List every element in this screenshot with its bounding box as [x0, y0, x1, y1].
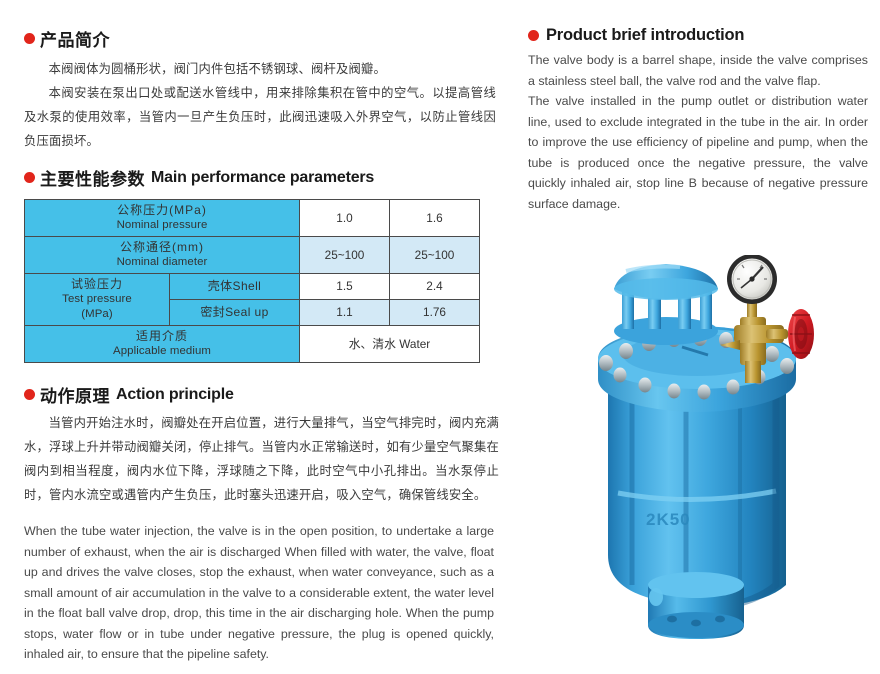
specs-heading-en: Main performance parameters: [151, 168, 375, 186]
red-bullet-icon: [24, 172, 35, 183]
label-cn: 公称通径(mm): [120, 240, 204, 254]
action-principle-paragraph-en: When the tube water injection, the valve…: [24, 524, 494, 661]
valve-bottom-flange: [648, 572, 744, 639]
label-seal: 密封Seal up: [200, 305, 269, 319]
action-principle-paragraph-cn: 当管内开始注水时，阀瓣处在开启位置，进行大量排气，当空气排完时，阀内充满水，浮球…: [24, 416, 499, 502]
cell-seal-v2: 1.76: [389, 299, 480, 326]
table-row: 公称通径(mm) Nominal diameter 25~100 25~100: [24, 236, 480, 274]
label-en: Nominal diameter: [116, 256, 208, 268]
valve-illustration: 2K50: [598, 255, 814, 639]
right-column: Product brief introduction The valve bod…: [528, 26, 868, 214]
label-unit: (MPa): [81, 308, 113, 320]
cell-shell-label: 壳体Shell: [169, 273, 300, 300]
label-cn: 试验压力: [70, 277, 123, 291]
pressure-gauge-assembly: [720, 255, 814, 383]
cell-nominal-diameter-v1: 25~100: [299, 236, 390, 274]
cell-shell-v2: 2.4: [389, 273, 480, 300]
cell-seal-v1: 1.1: [299, 299, 390, 326]
label-cn: 公称压力(MPa): [117, 203, 207, 217]
cell-applicable-medium-label: 适用介质 Applicable medium: [24, 325, 300, 363]
cell-seal-label: 密封Seal up: [169, 299, 300, 326]
label-cn: 适用介质: [135, 329, 188, 343]
cell-applicable-medium-value: 水、清水 Water: [299, 325, 480, 363]
product-brief-introduction-body: The valve body is a barrel shape, inside…: [528, 50, 868, 214]
cell-nominal-diameter-v2: 25~100: [389, 236, 480, 274]
pbi-paragraph-1: The valve body is a barrel shape, inside…: [528, 53, 868, 88]
cell-nominal-pressure-label: 公称压力(MPa) Nominal pressure: [24, 199, 300, 237]
pressure-gauge-icon: [727, 255, 777, 304]
label-en: Test pressure: [62, 293, 132, 305]
label-shell: 壳体Shell: [207, 279, 262, 293]
cell-shell-v1: 1.5: [299, 273, 390, 300]
performance-parameters-table: 公称压力(MPa) Nominal pressure 1.0 1.6 公称通径(…: [24, 199, 480, 363]
product-intro-paragraph-2: 本阀安装在泵出口处或配送水管线中，用来排除集积在管中的空气。以提高管线及水泵的使…: [24, 86, 496, 148]
valve-vent-hood: [614, 264, 718, 345]
red-bullet-icon: [24, 389, 35, 400]
product-intro-heading: 产品简介: [24, 26, 502, 51]
product-intro-paragraph-1: 本阀阀体为圆桶形状，阀门内件包括不锈钢球、阀杆及阀瓣。: [48, 62, 387, 76]
left-column: 产品简介 本阀阀体为圆桶形状，阀门内件包括不锈钢球、阀杆及阀瓣。 本阀安装在泵出…: [24, 26, 502, 665]
product-intro-body: 本阀阀体为圆桶形状，阀门内件包括不锈钢球、阀杆及阀瓣。 本阀安装在泵出口处或配送…: [24, 57, 496, 153]
red-bullet-icon: [24, 33, 35, 44]
cell-nominal-pressure-v1: 1.0: [299, 199, 390, 237]
label-en: Applicable medium: [113, 345, 211, 357]
pbi-heading-en: Product brief introduction: [546, 26, 745, 44]
action-heading-cn: 动作原理: [40, 387, 110, 406]
action-principle-heading: 动作原理 Action principle: [24, 382, 502, 407]
cell-nominal-pressure-v2: 1.6: [389, 199, 480, 237]
table-row: 试验压力 Test pressure (MPa) 壳体Shell 1.5 2.4: [24, 273, 480, 326]
main-performance-parameters-heading: 主要性能参数 Main performance parameters: [24, 165, 502, 190]
action-heading-en: Action principle: [116, 385, 234, 403]
embossed-marking: 2K50: [646, 510, 691, 529]
label-en: Nominal pressure: [116, 219, 208, 231]
product-intro-heading-cn: 产品简介: [40, 31, 110, 50]
air-release-valve-figure: 2K50: [590, 255, 855, 655]
table-row: 适用介质 Applicable medium 水、清水 Water: [24, 325, 480, 363]
cell-test-pressure-group-label: 试验压力 Test pressure (MPa): [24, 273, 170, 326]
red-bullet-icon: [528, 30, 539, 41]
specs-heading-cn: 主要性能参数: [40, 170, 145, 189]
product-brief-introduction-heading: Product brief introduction: [528, 26, 868, 45]
cell-nominal-diameter-label: 公称通径(mm) Nominal diameter: [24, 236, 300, 274]
table-row: 公称压力(MPa) Nominal pressure 1.0 1.6: [24, 199, 480, 237]
pbi-paragraph-2: The valve installed in the pump outlet o…: [528, 94, 868, 211]
handwheel-icon: [788, 309, 814, 359]
table-row: 密封Seal up 1.1 1.76: [25, 299, 480, 326]
